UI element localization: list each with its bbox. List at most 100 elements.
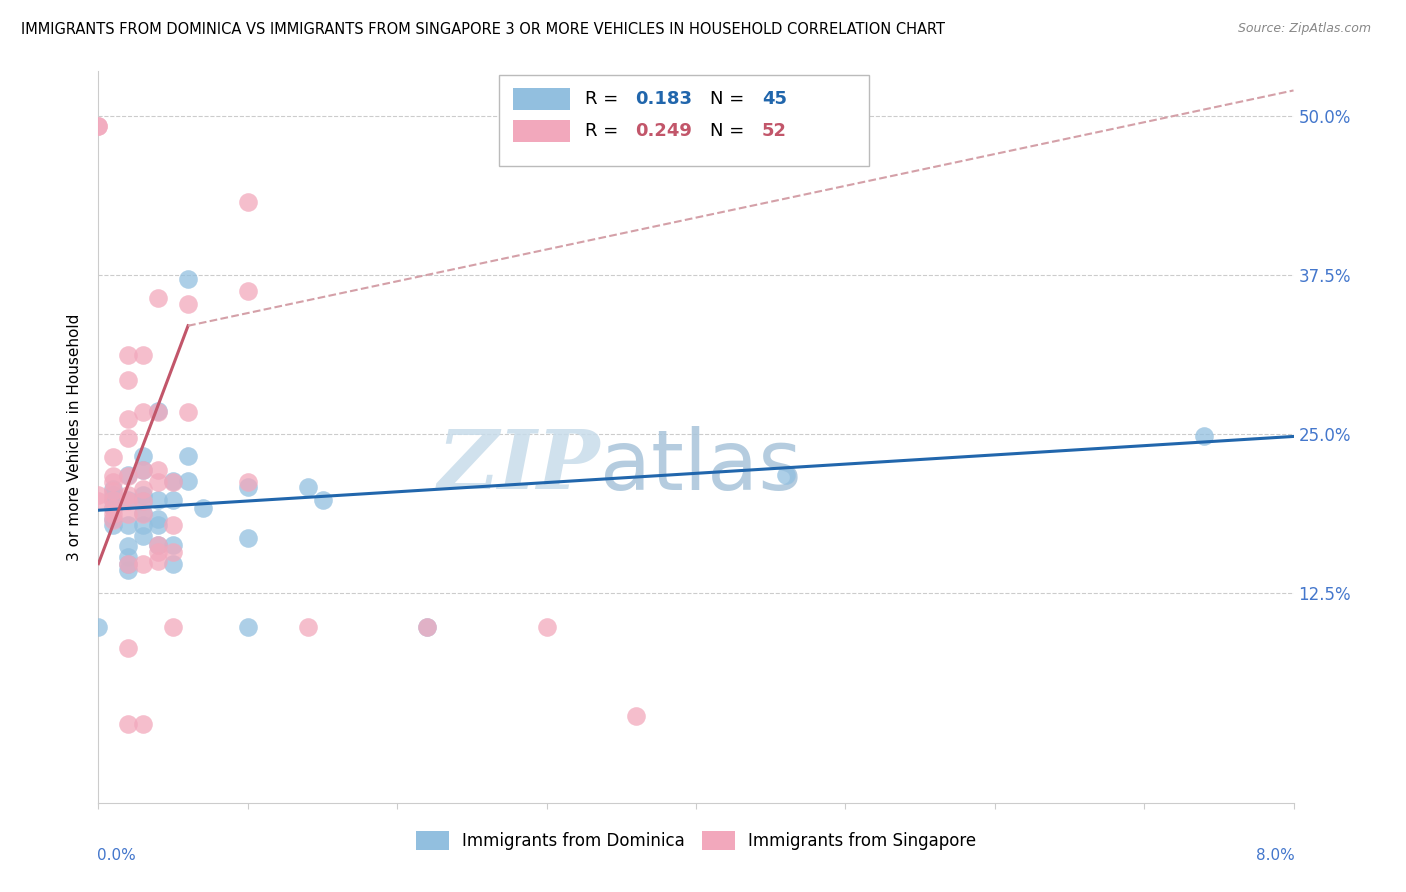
Point bbox=[162, 557, 184, 571]
Point bbox=[191, 500, 214, 515]
Point bbox=[416, 620, 439, 634]
Point bbox=[103, 512, 125, 526]
Point bbox=[117, 374, 139, 388]
Point bbox=[87, 119, 110, 133]
Point bbox=[148, 554, 170, 568]
Point bbox=[177, 405, 200, 419]
Point bbox=[311, 493, 333, 508]
Text: 45: 45 bbox=[762, 90, 787, 108]
Point bbox=[236, 285, 259, 299]
Point bbox=[103, 518, 125, 533]
Point bbox=[103, 484, 125, 499]
Text: Source: ZipAtlas.com: Source: ZipAtlas.com bbox=[1237, 22, 1371, 36]
Text: N =: N = bbox=[710, 90, 751, 108]
Point bbox=[117, 717, 139, 731]
Point bbox=[132, 717, 155, 731]
Point bbox=[775, 467, 797, 482]
Point bbox=[236, 480, 259, 494]
Point bbox=[297, 620, 319, 634]
Text: ZIP: ZIP bbox=[437, 426, 600, 507]
Point bbox=[148, 538, 170, 552]
Y-axis label: 3 or more Vehicles in Household: 3 or more Vehicles in Household bbox=[67, 313, 83, 561]
Point bbox=[87, 488, 110, 502]
Text: atlas: atlas bbox=[600, 425, 801, 507]
Point bbox=[117, 539, 139, 553]
Point bbox=[117, 431, 139, 445]
Point bbox=[132, 494, 155, 508]
Point bbox=[236, 620, 259, 634]
Point bbox=[536, 620, 558, 634]
Point bbox=[117, 557, 139, 571]
FancyBboxPatch shape bbox=[499, 75, 869, 167]
Text: R =: R = bbox=[585, 90, 624, 108]
Point bbox=[103, 500, 125, 515]
Point bbox=[236, 195, 259, 210]
Text: 8.0%: 8.0% bbox=[1256, 848, 1295, 863]
Point bbox=[162, 474, 184, 488]
Point bbox=[148, 538, 170, 552]
Point bbox=[162, 475, 184, 490]
Point bbox=[132, 506, 155, 520]
Point bbox=[103, 507, 125, 521]
Point bbox=[148, 291, 170, 305]
Point bbox=[132, 462, 155, 476]
Point bbox=[148, 493, 170, 508]
Point bbox=[117, 563, 139, 577]
Point bbox=[117, 493, 139, 508]
Point bbox=[117, 557, 139, 571]
Point bbox=[117, 550, 139, 565]
Point bbox=[132, 488, 155, 502]
Point bbox=[103, 450, 125, 464]
Point bbox=[177, 474, 200, 488]
Point bbox=[177, 297, 200, 311]
Text: 0.0%: 0.0% bbox=[97, 848, 136, 863]
Point bbox=[132, 482, 155, 496]
Point bbox=[148, 545, 170, 559]
Point bbox=[103, 494, 125, 508]
Point bbox=[132, 507, 155, 521]
Text: R =: R = bbox=[585, 122, 624, 140]
Point bbox=[87, 620, 110, 634]
Point bbox=[162, 538, 184, 552]
Text: 0.183: 0.183 bbox=[636, 90, 692, 108]
Point bbox=[103, 500, 125, 515]
Point bbox=[87, 119, 110, 133]
Point bbox=[416, 620, 439, 634]
Point bbox=[132, 462, 155, 476]
Text: IMMIGRANTS FROM DOMINICA VS IMMIGRANTS FROM SINGAPORE 3 OR MORE VEHICLES IN HOUS: IMMIGRANTS FROM DOMINICA VS IMMIGRANTS F… bbox=[21, 22, 945, 37]
Point bbox=[626, 709, 648, 723]
Text: 52: 52 bbox=[762, 122, 787, 140]
Point bbox=[117, 494, 139, 508]
Point bbox=[132, 449, 155, 463]
Point bbox=[117, 640, 139, 655]
Point bbox=[236, 531, 259, 545]
Point bbox=[177, 271, 200, 285]
Point bbox=[87, 494, 110, 508]
Point bbox=[162, 620, 184, 634]
Point bbox=[103, 482, 125, 496]
Point bbox=[132, 518, 155, 533]
Point bbox=[117, 507, 139, 521]
Text: 0.249: 0.249 bbox=[636, 122, 692, 140]
Point bbox=[1192, 429, 1215, 443]
Point bbox=[132, 405, 155, 419]
Point bbox=[162, 518, 184, 533]
Point bbox=[148, 512, 170, 526]
Point bbox=[117, 467, 139, 482]
Point bbox=[117, 518, 139, 533]
Point bbox=[103, 475, 125, 490]
Point bbox=[132, 529, 155, 543]
Point bbox=[132, 494, 155, 508]
Point bbox=[117, 468, 139, 483]
Legend: Immigrants from Dominica, Immigrants from Singapore: Immigrants from Dominica, Immigrants fro… bbox=[409, 824, 983, 856]
Point bbox=[103, 493, 125, 508]
Point bbox=[117, 348, 139, 362]
FancyBboxPatch shape bbox=[513, 88, 571, 110]
Point bbox=[103, 468, 125, 483]
Point bbox=[117, 488, 139, 502]
Point bbox=[103, 488, 125, 502]
Point bbox=[103, 513, 125, 527]
Point bbox=[297, 480, 319, 494]
FancyBboxPatch shape bbox=[513, 120, 571, 143]
Point bbox=[148, 404, 170, 418]
